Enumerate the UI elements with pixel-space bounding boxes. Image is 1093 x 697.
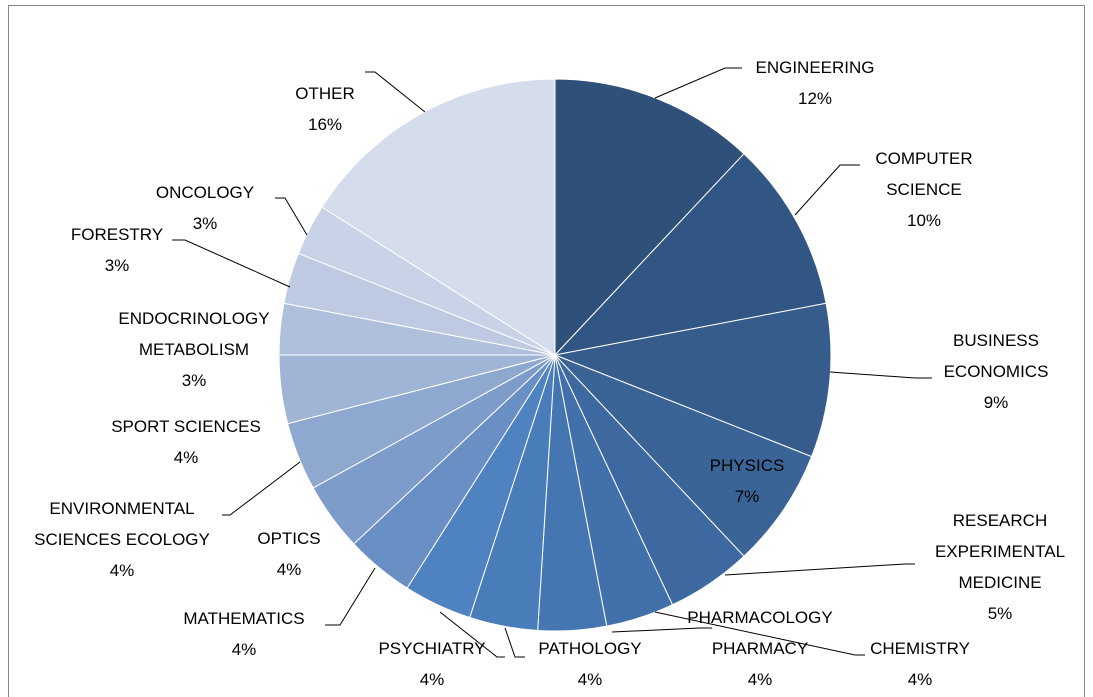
slice-label: OTHER 16%: [265, 78, 385, 140]
slice-category: ENGINEERING: [755, 58, 875, 77]
slice-label: ENDOCRINOLOGY METABOLISM 3%: [109, 303, 279, 396]
slice-value: 4%: [907, 670, 933, 689]
leader-line: [275, 197, 308, 236]
leader-line: [654, 67, 742, 99]
slice-label: FORESTRY 3%: [37, 219, 197, 281]
slice-label: ONCOLOGY 3%: [135, 177, 275, 239]
slice-value: 3%: [181, 371, 207, 390]
slice-label: ENGINEERING 12%: [715, 52, 915, 114]
slice-value: 9%: [983, 393, 1009, 412]
pie-slice: [321, 78, 556, 356]
leader-line: [504, 627, 525, 658]
slice-value: 7%: [734, 487, 760, 506]
leader-line: [611, 627, 712, 633]
slice-category: PHYSICS: [709, 456, 785, 475]
leader-line: [654, 611, 865, 656]
slice-value: 4%: [173, 448, 199, 467]
leader-line: [172, 239, 291, 288]
slice-label: PHARMACOLOGY PHARMACY 4%: [665, 602, 855, 695]
slice-category: MATHEMATICS: [183, 609, 305, 628]
slice-value: 3%: [192, 214, 218, 233]
pie-slice: [553, 153, 827, 356]
slice-category: OTHER: [295, 84, 355, 103]
slice-category: ONCOLOGY: [155, 183, 255, 202]
slice-label: ENVIRONMENTAL SCIENCES ECOLOGY 4%: [7, 493, 237, 586]
leader-line: [724, 563, 915, 576]
slice-label: CHEMISTRY 4%: [845, 633, 995, 695]
leader-line: [829, 371, 932, 379]
slice-category: PATHOLOGY: [538, 639, 642, 658]
pie-slice: [554, 78, 745, 357]
slice-value: 16%: [307, 115, 343, 134]
slice-label: BUSINESS ECONOMICS 9%: [931, 325, 1061, 418]
slice-label: MATHEMATICS 4%: [149, 603, 339, 665]
slice-value: 4%: [747, 670, 773, 689]
slice-category: FORESTRY: [70, 225, 164, 244]
slice-category: COMPUTER SCIENCE: [875, 149, 973, 199]
slice-category: SPORT SCIENCES: [111, 417, 261, 436]
slice-value: 4%: [419, 670, 445, 689]
slice-category: CHEMISTRY: [870, 639, 970, 658]
slice-category: OPTICS: [257, 529, 321, 548]
leader-line: [325, 567, 376, 626]
leader-line: [794, 164, 860, 216]
leader-line: [222, 461, 301, 516]
slice-value: 5%: [987, 604, 1013, 623]
slice-value: 4%: [109, 561, 135, 580]
slice-category: RESEARCH EXPERIMENTAL MEDICINE: [934, 511, 1066, 592]
slice-value: 3%: [104, 256, 130, 275]
slice-category: BUSINESS ECONOMICS: [943, 331, 1049, 381]
slice-label: PSYCHIATRY 4%: [357, 633, 507, 695]
slice-category: PHARMACOLOGY PHARMACY: [687, 608, 833, 658]
chart-border: [8, 5, 1085, 697]
slice-label: COMPUTER SCIENCE 10%: [869, 143, 979, 236]
slice-value: 12%: [797, 89, 833, 108]
slice-value: 4%: [276, 560, 302, 579]
pie-slice: [553, 302, 832, 458]
pie-slice: [554, 354, 813, 557]
slice-label: PATHOLOGY 4%: [515, 633, 665, 695]
slice-value: 10%: [906, 211, 942, 230]
slice-label: OPTICS 4%: [244, 523, 334, 585]
leader-line: [439, 611, 505, 658]
slice-value: 4%: [231, 640, 257, 659]
leader-line: [365, 71, 426, 113]
slice-category: ENDOCRINOLOGY METABOLISM: [118, 309, 270, 359]
slice-category: PSYCHIATRY: [378, 639, 486, 658]
slice-label: RESEARCH EXPERIMENTAL MEDICINE 5%: [915, 505, 1085, 629]
slice-label: SPORT SCIENCES 4%: [86, 411, 286, 473]
slice-label: PHYSICS 7%: [687, 450, 807, 512]
slice-category: ENVIRONMENTAL SCIENCES ECOLOGY: [34, 499, 210, 549]
slice-value: 4%: [577, 670, 603, 689]
